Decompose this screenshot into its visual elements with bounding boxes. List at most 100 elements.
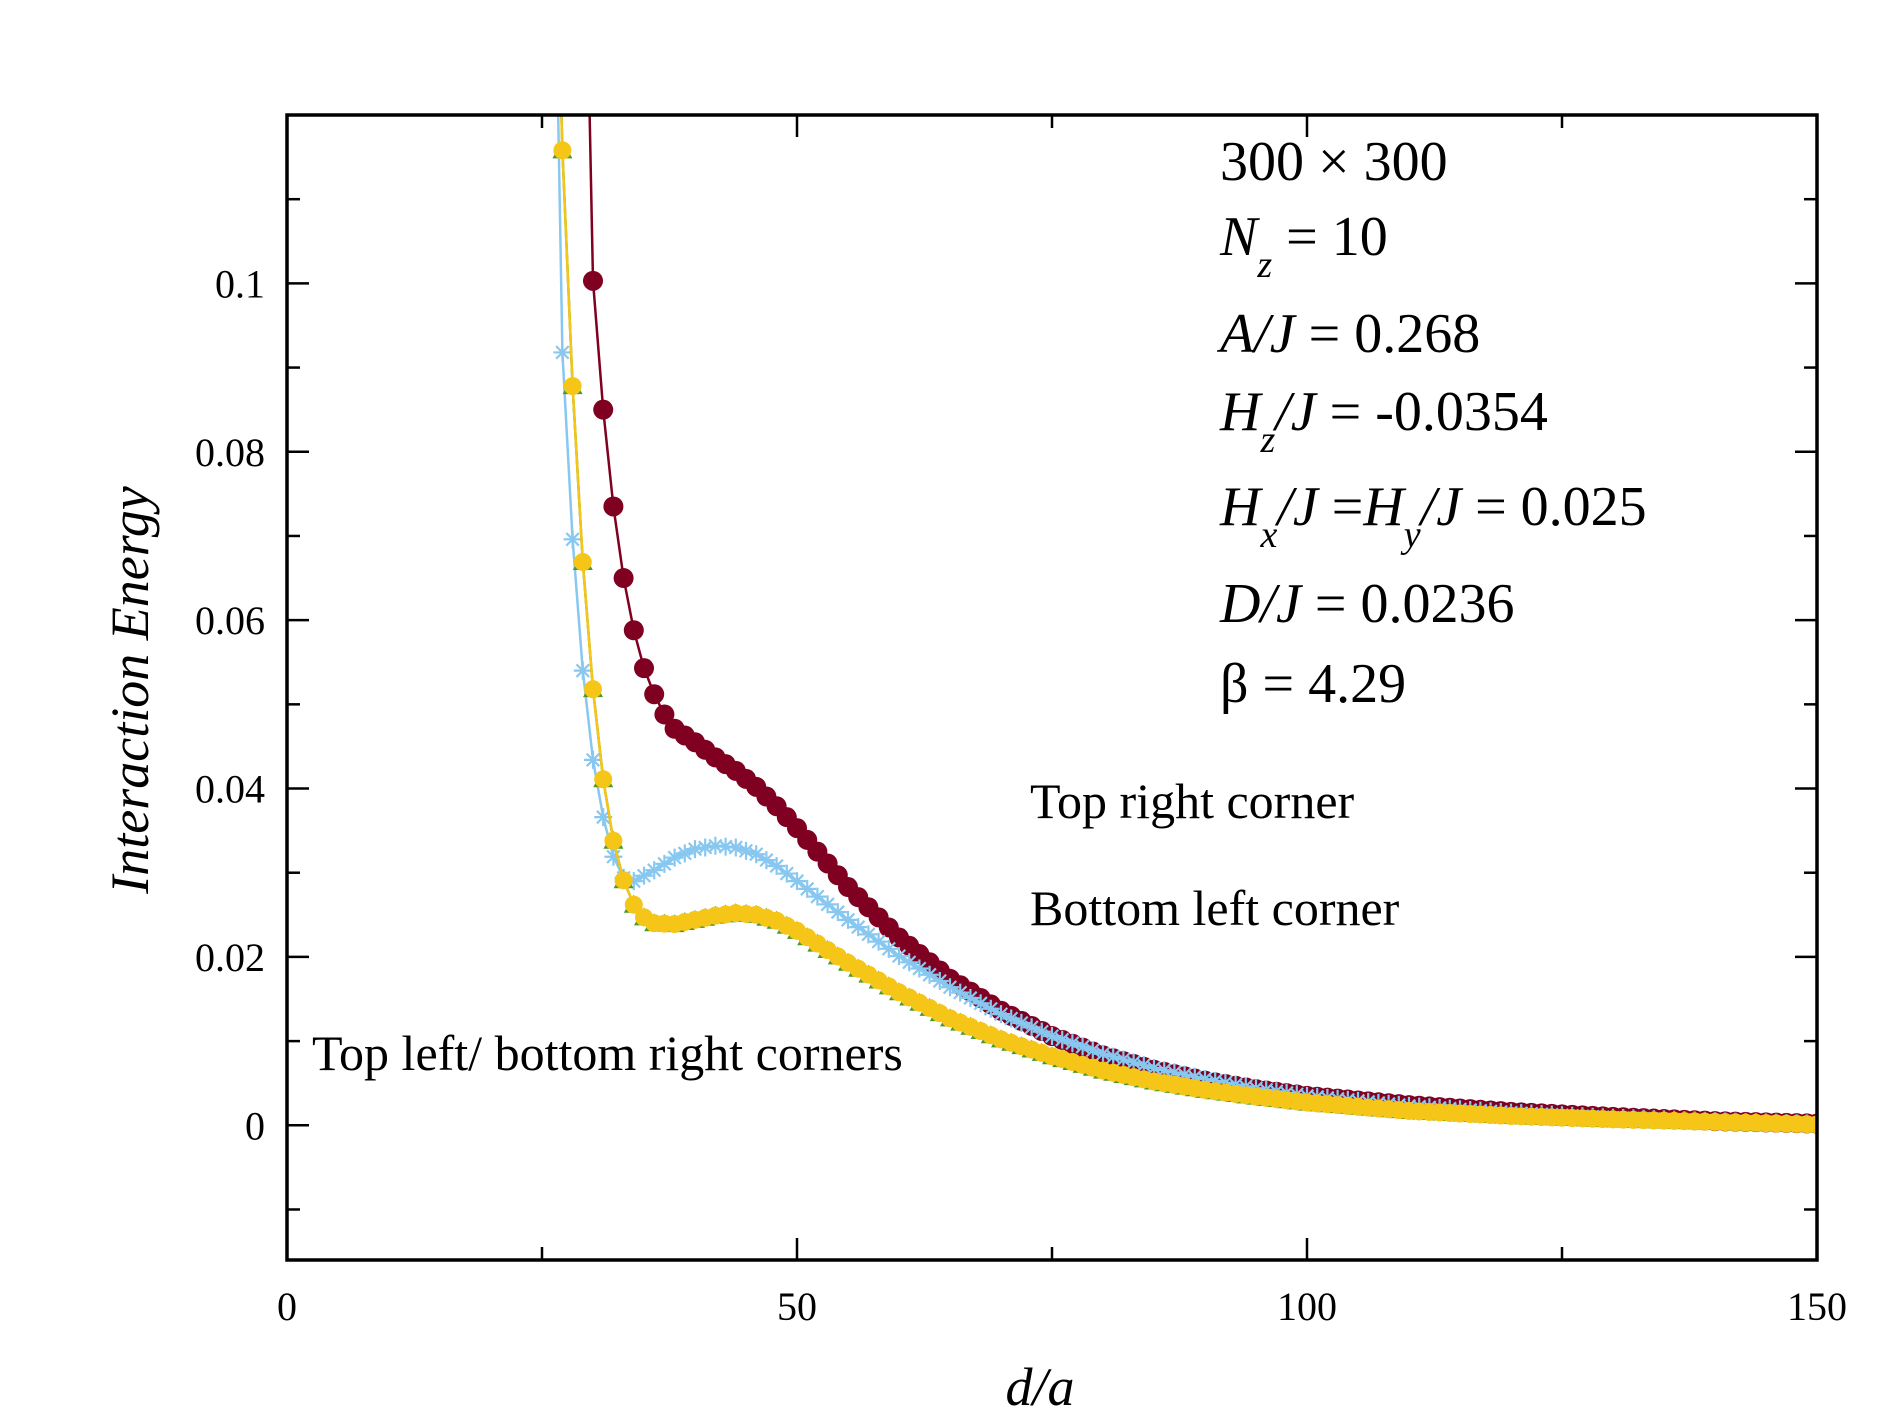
y-tick-label: 0.1 xyxy=(215,261,265,306)
data-point xyxy=(686,840,704,859)
data-point xyxy=(992,1005,1010,1024)
data-point xyxy=(1165,1063,1184,1082)
data-point xyxy=(1043,1027,1061,1046)
param-nz-symbol: N xyxy=(1219,206,1260,268)
annotation-bottom-left-corner: Bottom left corner xyxy=(1030,880,1400,936)
data-point xyxy=(1022,1018,1041,1037)
data-point xyxy=(654,704,675,725)
data-point xyxy=(1196,1069,1214,1088)
y-tick-label: 0.06 xyxy=(195,598,265,643)
data-point xyxy=(644,684,665,705)
data-point xyxy=(1124,1053,1143,1072)
data-point xyxy=(777,864,796,883)
parameter-block: 300 × 300 Nz = 10 A/J = 0.268 Hz/J = -0.… xyxy=(1216,131,1647,715)
data-point xyxy=(563,377,582,396)
y-tick-label: 0.04 xyxy=(195,767,265,812)
data-point xyxy=(573,553,592,572)
param-hx-rest: /J xyxy=(1274,476,1321,538)
data-point xyxy=(624,895,643,914)
data-point xyxy=(1104,1047,1123,1066)
data-point xyxy=(900,953,919,972)
data-point xyxy=(951,983,970,1002)
x-tick-label: 0 xyxy=(277,1284,297,1329)
param-hxy-value: = 0.025 xyxy=(1461,476,1647,538)
y-tick-label: 0.08 xyxy=(195,430,265,475)
data-point xyxy=(910,959,929,978)
data-point xyxy=(706,836,725,855)
annotation-top-left-bottom-right-corners: Top left/ bottom right corners xyxy=(312,1025,903,1081)
data-point xyxy=(1114,1050,1133,1069)
data-point xyxy=(563,530,582,549)
x-tick-label: 150 xyxy=(1787,1284,1847,1329)
param-hz-subscript: z xyxy=(1259,419,1275,461)
data-point xyxy=(737,841,755,860)
param-aj-symbol: A/J xyxy=(1216,303,1298,365)
param-hxy: Hx/J =Hy/J = 0.025 xyxy=(1219,476,1647,556)
data-point xyxy=(849,918,868,937)
plot-frame xyxy=(285,113,1819,1262)
data-point xyxy=(788,872,806,891)
annotation-top-right-corner: Top right corner xyxy=(1030,773,1355,829)
param-nz-subscript: z xyxy=(1256,244,1272,286)
data-point xyxy=(1094,1044,1112,1063)
axis-tick-labels: 0 50 100 150 0 0.02 0.04 0.06 0.08 0.1 xyxy=(195,261,1847,1329)
data-point xyxy=(920,965,939,984)
data-point xyxy=(624,872,643,891)
data-point xyxy=(1134,1056,1153,1075)
param-hy-subscript: y xyxy=(1400,514,1421,556)
data-point xyxy=(747,845,766,864)
y-axis-title: Interaction Energy xyxy=(100,486,160,894)
data-point xyxy=(1012,1013,1031,1032)
data-point xyxy=(1145,1059,1163,1078)
data-point xyxy=(553,343,572,362)
data-point xyxy=(614,871,633,890)
data-point xyxy=(675,844,694,863)
data-point xyxy=(634,658,654,679)
param-nz: Nz = 10 xyxy=(1219,206,1388,286)
data-point xyxy=(808,887,827,906)
param-hx-symbol: H xyxy=(1219,476,1263,538)
data-point xyxy=(623,620,644,641)
data-point xyxy=(613,568,634,589)
data-point xyxy=(869,932,888,951)
data-point xyxy=(604,831,623,850)
data-point xyxy=(584,680,602,699)
data-point xyxy=(859,925,878,944)
param-nz-value: = 10 xyxy=(1272,206,1388,268)
data-point xyxy=(930,971,949,990)
param-dj-value: = 0.0236 xyxy=(1301,573,1515,635)
data-point xyxy=(594,808,613,827)
data-point xyxy=(981,999,1000,1018)
data-point xyxy=(1185,1067,1204,1086)
series-top-left-corner xyxy=(553,115,1817,1134)
data-point xyxy=(1063,1034,1082,1053)
data-point xyxy=(798,879,817,898)
x-tick-label: 50 xyxy=(777,1284,817,1329)
data-point xyxy=(583,270,603,291)
data-point xyxy=(1073,1037,1092,1056)
data-point xyxy=(1206,1071,1225,1090)
param-hz-symbol: H xyxy=(1219,381,1263,443)
data-point xyxy=(593,399,614,420)
data-point xyxy=(645,861,664,880)
data-point xyxy=(1083,1041,1102,1060)
data-point xyxy=(961,988,980,1007)
param-dj-symbol: D/J xyxy=(1219,573,1304,635)
x-tick-label: 100 xyxy=(1277,1284,1337,1329)
data-point xyxy=(696,838,715,857)
data-point xyxy=(1175,1065,1194,1084)
data-point xyxy=(573,661,592,680)
data-point xyxy=(1808,1115,1817,1134)
data-point xyxy=(1032,1022,1051,1041)
param-hy-symbol: H xyxy=(1362,476,1406,538)
y-tick-label: 0 xyxy=(245,1103,265,1148)
param-hz-rest: /J xyxy=(1272,381,1319,443)
data-point xyxy=(818,895,837,914)
data-point xyxy=(594,770,613,789)
data-point xyxy=(890,947,908,966)
data-point xyxy=(879,939,898,958)
x-axis-title: d/a xyxy=(1005,1357,1074,1417)
data-point xyxy=(584,750,602,769)
